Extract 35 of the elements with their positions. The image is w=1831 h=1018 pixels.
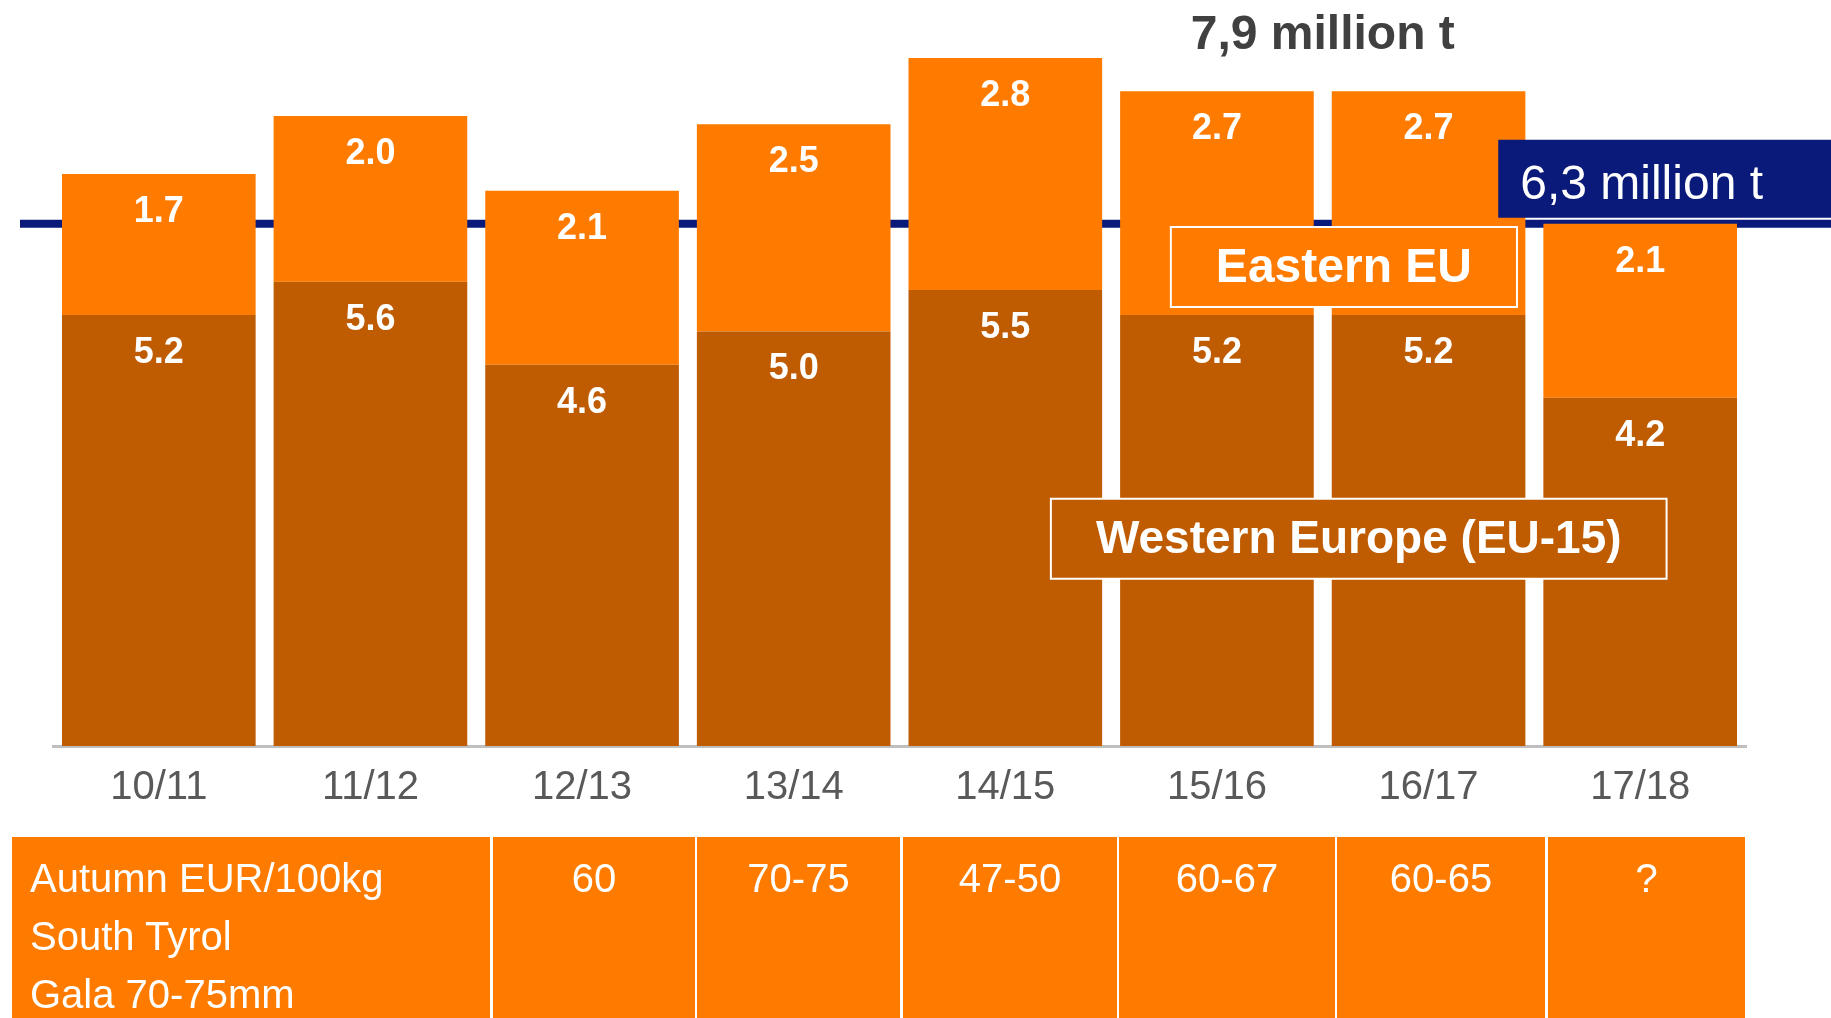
- data-label: 2.7: [1403, 106, 1454, 148]
- text: Autumn EUR/100kg South Tyrol Gala 70-75mm: [12, 837, 490, 1018]
- text: 60-67: [1119, 837, 1335, 1018]
- x-tick-label: 11/12: [321, 763, 420, 808]
- data-label: 2.8: [980, 72, 1031, 114]
- data-label: 2.0: [345, 130, 396, 172]
- data-label: 2.1: [557, 205, 608, 247]
- text: 60-65: [1337, 837, 1545, 1018]
- data-label: 4.2: [1615, 412, 1666, 454]
- x-tick-label: 10/11: [110, 763, 208, 808]
- text: ?: [1548, 837, 1745, 1018]
- annotation: 7,9 million t: [1190, 6, 1455, 60]
- text: 47-50: [903, 837, 1117, 1018]
- x-tick-label: 12/13: [532, 763, 633, 808]
- ref-line-label: 6,3 million t: [1520, 156, 1763, 210]
- data-label: 5.2: [1191, 329, 1242, 371]
- x-tick-label: 13/14: [743, 763, 844, 808]
- data-label: 2.5: [768, 139, 819, 181]
- data-label: 5.0: [768, 346, 819, 388]
- data-label: 1.7: [133, 188, 184, 230]
- data-label: 5.2: [133, 329, 184, 371]
- data-label: 5.5: [980, 305, 1031, 347]
- text: 60: [493, 837, 695, 1018]
- data-label: 4.6: [557, 379, 608, 421]
- x-tick-label: 17/18: [1590, 763, 1691, 808]
- x-tick-label: 14/15: [955, 763, 1056, 808]
- x-tick-label: 16/17: [1378, 763, 1479, 808]
- data-label: 2.7: [1191, 106, 1242, 148]
- data-label: 2.1: [1615, 238, 1666, 280]
- data-label: 5.6: [345, 296, 396, 338]
- text: 70-75: [697, 837, 900, 1018]
- data-label: 5.2: [1403, 329, 1454, 371]
- series-label: Eastern EU: [1215, 239, 1472, 293]
- series-label: Western Europe (EU-15): [1095, 511, 1622, 564]
- x-tick-label: 15/16: [1166, 763, 1267, 808]
